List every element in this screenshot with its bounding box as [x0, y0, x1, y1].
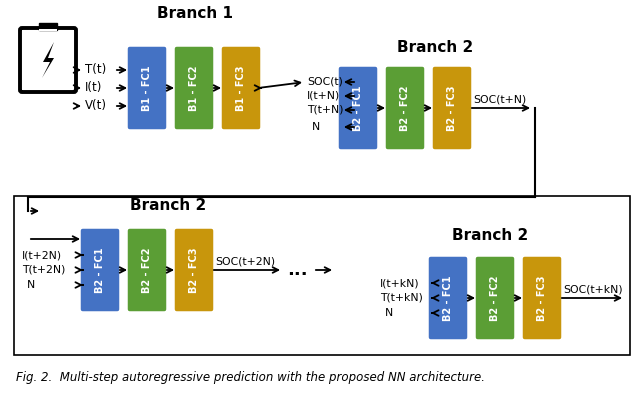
- Text: I(t+N): I(t+N): [307, 91, 340, 101]
- Text: B1 - FC1: B1 - FC1: [142, 65, 152, 111]
- Text: B2 - FC3: B2 - FC3: [447, 85, 457, 131]
- Text: N: N: [312, 122, 320, 132]
- FancyBboxPatch shape: [428, 256, 468, 340]
- Text: I(t+kN): I(t+kN): [380, 278, 420, 288]
- FancyBboxPatch shape: [522, 256, 563, 340]
- Text: I(t+2N): I(t+2N): [22, 250, 62, 260]
- Text: B2 - FC2: B2 - FC2: [400, 85, 410, 131]
- Text: T(t+kN): T(t+kN): [380, 293, 423, 303]
- Text: Fig. 2.  Multi-step autoregressive prediction with the proposed NN architecture.: Fig. 2. Multi-step autoregressive predic…: [16, 372, 485, 384]
- Text: B2 - FC1: B2 - FC1: [353, 85, 363, 131]
- Text: B1 - FC3: B1 - FC3: [236, 65, 246, 111]
- Bar: [39, 23, 57, 30]
- Text: T(t+2N): T(t+2N): [22, 265, 65, 275]
- Text: V(t): V(t): [85, 100, 107, 113]
- Text: T(t): T(t): [85, 64, 106, 77]
- FancyBboxPatch shape: [127, 228, 168, 312]
- FancyBboxPatch shape: [385, 66, 426, 150]
- FancyBboxPatch shape: [127, 45, 168, 130]
- FancyBboxPatch shape: [221, 45, 262, 130]
- Text: B2 - FC3: B2 - FC3: [189, 247, 199, 293]
- Text: I(t): I(t): [85, 81, 102, 94]
- Polygon shape: [42, 42, 54, 78]
- Text: Branch 2: Branch 2: [130, 198, 206, 213]
- Bar: [39, 29, 57, 31]
- Text: N: N: [385, 308, 393, 318]
- Text: SOC(t+2N): SOC(t+2N): [215, 257, 275, 267]
- Text: B1 - FC2: B1 - FC2: [189, 65, 199, 111]
- Text: B2 - FC1: B2 - FC1: [95, 247, 105, 293]
- Text: Branch 2: Branch 2: [397, 41, 473, 56]
- FancyBboxPatch shape: [431, 66, 472, 150]
- Text: Branch 2: Branch 2: [452, 228, 528, 243]
- Text: B2 - FC1: B2 - FC1: [443, 275, 453, 321]
- Text: T(t+N): T(t+N): [307, 105, 344, 115]
- FancyBboxPatch shape: [474, 256, 515, 340]
- FancyBboxPatch shape: [20, 28, 76, 92]
- FancyBboxPatch shape: [79, 228, 120, 312]
- Text: Branch 1: Branch 1: [157, 6, 233, 21]
- FancyBboxPatch shape: [173, 45, 214, 130]
- Text: ...: ...: [287, 261, 307, 279]
- Text: B2 - FC2: B2 - FC2: [142, 247, 152, 293]
- Text: SOC(t+N): SOC(t+N): [473, 95, 526, 105]
- Text: SOC(t+kN): SOC(t+kN): [563, 285, 623, 295]
- Text: SOC(t): SOC(t): [307, 77, 343, 87]
- FancyBboxPatch shape: [173, 228, 214, 312]
- FancyBboxPatch shape: [337, 66, 378, 150]
- Text: B2 - FC2: B2 - FC2: [490, 275, 500, 321]
- Text: N: N: [27, 280, 35, 290]
- Text: B2 - FC3: B2 - FC3: [537, 275, 547, 321]
